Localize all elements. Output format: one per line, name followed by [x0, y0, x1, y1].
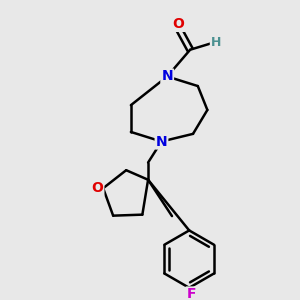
Text: N: N — [156, 134, 167, 148]
Text: O: O — [92, 181, 104, 195]
Text: F: F — [186, 287, 196, 300]
Text: O: O — [173, 17, 184, 31]
Text: N: N — [161, 70, 173, 83]
Text: H: H — [211, 36, 221, 49]
